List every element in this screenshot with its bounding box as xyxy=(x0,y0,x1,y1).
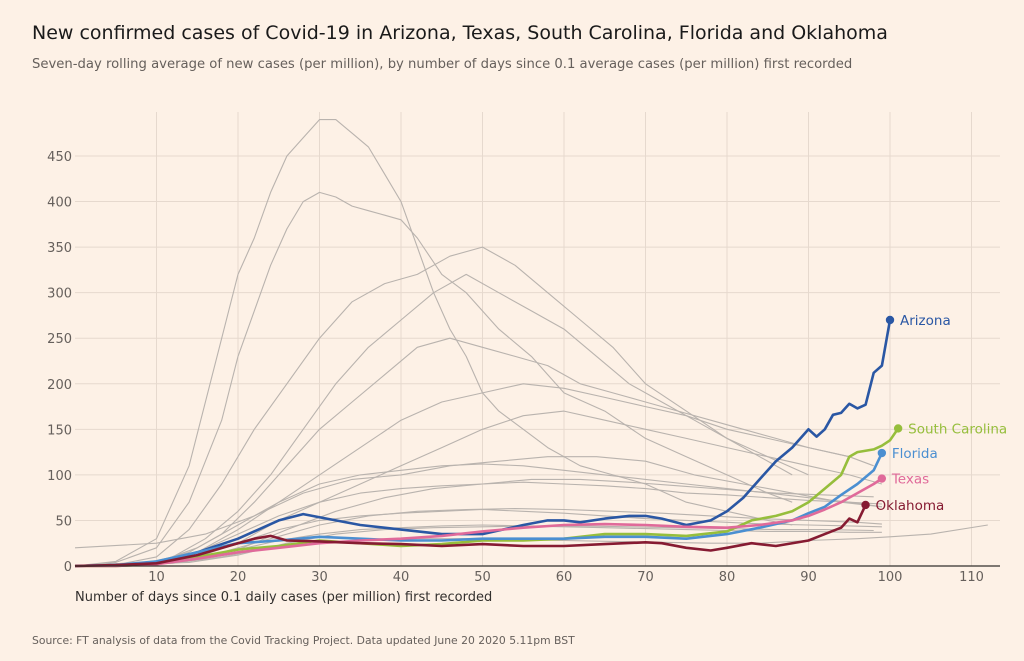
y-tick-label-300: 300 xyxy=(47,287,72,302)
x-tick-label-90: 90 xyxy=(800,570,817,585)
x-tick-label-50: 50 xyxy=(474,570,491,585)
x-axis-label: Number of days since 0.1 daily cases (pe… xyxy=(75,590,492,605)
florida-label: Florida xyxy=(892,446,938,462)
background-line-2 xyxy=(74,191,793,567)
background-line-13 xyxy=(74,456,882,549)
x-tick-label-30: 30 xyxy=(311,570,328,585)
x-tick-label-100: 100 xyxy=(878,570,903,585)
x-tick-label-110: 110 xyxy=(959,570,984,585)
florida-endpoint xyxy=(877,448,887,458)
grid xyxy=(75,112,1000,566)
oklahoma-label: Oklahoma xyxy=(876,498,945,514)
y-tick-label-150: 150 xyxy=(47,423,72,438)
background-line-1 xyxy=(74,119,793,567)
arizona-label: Arizona xyxy=(900,313,951,329)
chart-title: New confirmed cases of Covid-19 in Arizo… xyxy=(32,22,888,44)
x-tick-label-20: 20 xyxy=(230,570,247,585)
background-line-5 xyxy=(74,337,850,567)
texas-line xyxy=(75,477,883,568)
south-carolina-label: South Carolina xyxy=(908,421,1007,437)
background-state-lines xyxy=(74,119,988,567)
chart-subtitle: Seven-day rolling average of new cases (… xyxy=(32,57,853,72)
background-line-9 xyxy=(74,481,882,567)
texas-endpoint xyxy=(877,474,887,483)
source-note: Source: FT analysis of data from the Cov… xyxy=(32,634,575,647)
y-tick-label-450: 450 xyxy=(47,150,72,165)
x-tick-label-60: 60 xyxy=(556,570,573,585)
background-line-16 xyxy=(74,478,874,567)
background-line-4 xyxy=(74,273,793,567)
south-carolina-line xyxy=(75,427,900,568)
y-tick-label-250: 250 xyxy=(47,332,72,347)
y-tick-label-200: 200 xyxy=(47,378,72,393)
highlighted-state-lines: Arizona South Carolina Florida Texas Oklahom… xyxy=(74,313,1007,568)
oklahoma-endpoint xyxy=(861,500,870,510)
x-tick-label-70: 70 xyxy=(637,570,654,585)
oklahoma-line xyxy=(74,504,867,568)
background-line-3 xyxy=(74,246,809,567)
axes: 0 50 100 150 200 250 300 350 400 450 10 20 30 40 50 60 7… xyxy=(47,150,1000,585)
background-line-6 xyxy=(74,383,874,567)
x-tick-label-80: 80 xyxy=(719,570,736,585)
texas-label: Texas xyxy=(891,472,929,488)
y-tick-label-350: 350 xyxy=(47,241,72,256)
x-tick-label-40: 40 xyxy=(393,570,410,585)
y-tick-label-400: 400 xyxy=(47,196,72,211)
y-tick-label-100: 100 xyxy=(47,469,72,484)
background-line-7 xyxy=(74,410,883,567)
arizona-line xyxy=(74,319,892,568)
south-carolina-endpoint xyxy=(893,424,903,433)
x-tick-label-10: 10 xyxy=(148,570,165,585)
y-tick-label-0: 0 xyxy=(64,560,72,575)
y-tick-label-50: 50 xyxy=(55,514,72,529)
arizona-endpoint xyxy=(885,315,895,325)
